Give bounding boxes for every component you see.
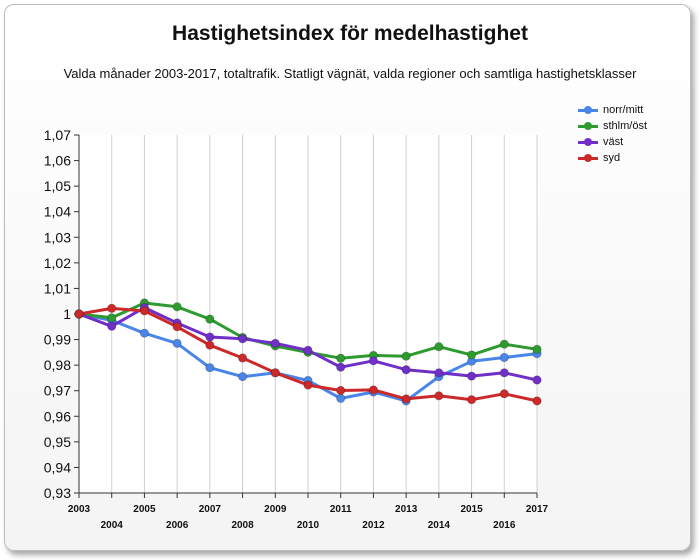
x-tick-label: 2009 [264,504,287,515]
data-point [336,353,346,363]
x-tick-label: 2013 [395,504,418,515]
data-point [466,371,477,381]
x-tick-label: 2007 [199,504,222,515]
chart-legend: norr/mitt sthlm/öst väst syd [578,102,688,166]
data-point [401,394,411,404]
y-tick-label: 0,95 [44,434,71,450]
data-point [107,321,117,331]
legend-swatch [578,105,598,115]
legend-item: norr/mitt [578,102,688,118]
data-point [499,368,509,378]
legend-swatch [578,137,598,147]
data-point [139,328,150,338]
y-tick-label: 0,96 [44,408,71,424]
data-point [466,395,477,405]
y-tick-label: 0,98 [44,357,71,373]
data-point [466,350,477,360]
data-point [532,344,542,354]
data-point [499,352,509,363]
data-point [205,314,215,324]
y-tick-label: 1 [63,306,71,322]
data-point [368,356,379,366]
data-point [499,339,509,349]
data-point [139,306,150,316]
legend-label: väst [603,136,624,148]
legend-label: norr/mitt [603,104,644,116]
x-tick-label: 2017 [526,504,549,515]
data-point [336,385,346,396]
data-point [205,332,215,342]
x-tick-label: 2015 [460,504,483,515]
data-point [368,385,379,395]
y-tick-label: 1,06 [44,153,71,169]
data-point [107,313,117,323]
x-tick-label: 2006 [166,520,189,531]
data-point [172,322,182,332]
legend-item: sthlm/öst [578,118,688,134]
x-tick-label: 2003 [68,504,91,515]
y-tick-label: 0,97 [44,383,71,399]
x-tick-label: 2008 [231,520,254,531]
x-tick-label: 2011 [330,504,352,515]
data-point [401,351,411,361]
legend-label: sthlm/öst [603,120,648,132]
data-point [434,391,444,401]
data-point [270,368,280,378]
data-point [434,342,444,352]
data-point [237,372,248,382]
data-point [237,334,248,344]
x-tick-label: 2014 [428,520,451,531]
y-tick-label: 1,01 [44,280,71,296]
data-point [532,396,542,406]
data-point [303,345,313,355]
data-point [205,363,215,373]
y-tick-label: 1,05 [44,178,71,194]
y-tick-label: 1,03 [44,229,71,245]
y-tick-label: 0,99 [44,332,71,348]
data-point [336,393,346,403]
data-point [303,380,313,390]
chart-subtitle: Valda månader 2003-2017, totaltrafik. St… [63,66,637,81]
legend-item: syd [578,150,688,166]
y-tick-label: 1,02 [44,255,71,271]
data-point [336,362,346,372]
y-tick-label: 0,94 [44,459,71,475]
x-tick-label: 2010 [297,520,320,531]
y-tick-label: 1,07 [44,127,71,143]
data-point [205,340,215,350]
data-point [237,353,248,363]
x-tick-label: 2012 [362,520,385,531]
x-tick-label: 2016 [493,520,516,531]
legend-swatch [578,153,598,163]
y-tick-label: 0,93 [44,485,71,501]
data-point [401,365,411,375]
chart-title: Hastighetsindex för medelhastighet [172,22,528,45]
x-tick-label: 2005 [133,504,156,515]
legend-swatch [578,121,598,131]
data-point [107,303,117,313]
data-point [532,375,542,385]
legend-item: väst [578,134,688,150]
data-point [270,338,280,349]
data-point [172,338,182,349]
y-tick-label: 1,04 [44,204,71,220]
data-point [74,309,84,319]
data-point [434,368,444,378]
x-tick-label: 2004 [101,520,124,531]
data-point [499,389,509,399]
legend-label: syd [603,152,621,164]
data-point [172,302,182,312]
